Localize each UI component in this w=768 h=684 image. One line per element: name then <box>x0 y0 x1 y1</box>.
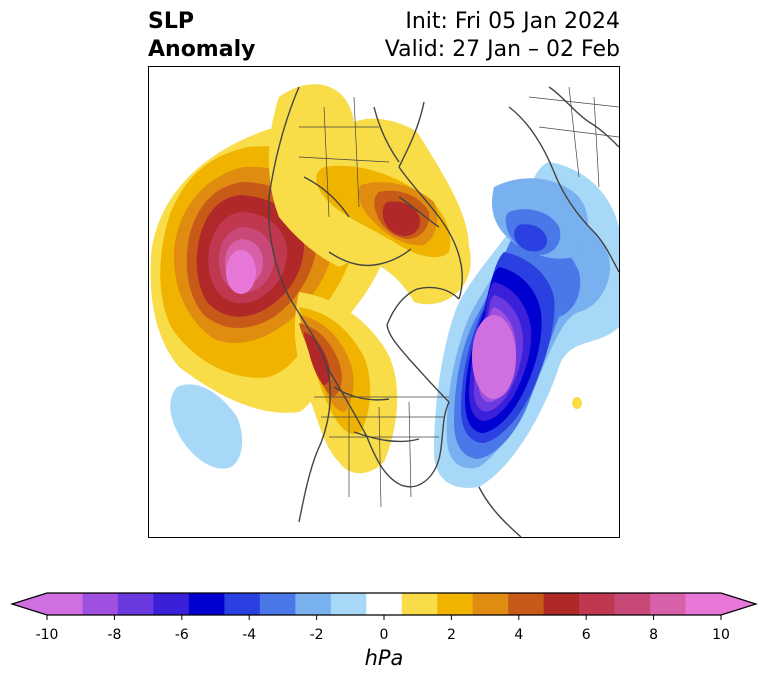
init-date: Init: Fri 05 Jan 2024 <box>405 9 620 34</box>
forecast-dates: Init: Fri 05 Jan 2024 Valid: 27 Jan – 02… <box>385 8 620 64</box>
colorbar-segment <box>543 593 580 615</box>
map-panel <box>148 66 620 538</box>
colorbar-tick-label: 6 <box>582 627 591 643</box>
colorbar-segment <box>579 593 616 615</box>
colorbar-tick-label: -10 <box>36 627 59 643</box>
colorbar-tick-label: 0 <box>380 627 389 643</box>
colorbar-tick-label: -8 <box>107 627 121 643</box>
colorbar-segment <box>188 593 225 615</box>
low-subtropical-pacific <box>170 384 243 469</box>
colorbar-segment <box>650 593 687 615</box>
colorbar-tick-label: -4 <box>242 627 256 643</box>
valid-range: Valid: 27 Jan – 02 Feb <box>384 37 620 62</box>
low-northern-europe <box>491 178 589 259</box>
map-title: SLP Anomaly <box>148 8 255 64</box>
colorbar-segment <box>685 593 722 615</box>
colorbar-tick-label: -2 <box>310 627 324 643</box>
colorbar-segment <box>259 593 296 615</box>
colorbar-segment <box>153 593 190 615</box>
colorbar-ticks: -10 -8 -6 -4 -2 0 2 4 6 8 10 <box>36 615 730 643</box>
colorbar-segment <box>614 593 651 615</box>
colorbar-segment <box>330 593 367 615</box>
colorbar-segment <box>295 593 332 615</box>
colorbar-segment <box>401 593 438 615</box>
colorbar-tick-label: 2 <box>447 627 456 643</box>
colorbar-segment <box>472 593 509 615</box>
colorbar-tick-label: -6 <box>175 627 189 643</box>
high-small-patch <box>572 397 582 409</box>
title-variable: SLP <box>148 9 194 34</box>
colorbar-segment <box>224 593 261 615</box>
colorbar-segment <box>437 593 474 615</box>
anomaly-map <box>149 67 619 537</box>
colorbar-tick-label: 4 <box>514 627 523 643</box>
colorbar-tick-label: 8 <box>649 627 658 643</box>
title-quantity: Anomaly <box>148 37 256 62</box>
colorbar-unit-label: hPa <box>364 646 404 670</box>
colorbar-extend-low <box>12 593 47 615</box>
colorbar-segment <box>47 593 84 615</box>
political-borders <box>298 86 619 508</box>
colorbar: -10 -8 -6 -4 -2 0 2 4 6 8 10 <box>9 592 759 643</box>
high-eastern-siberia-arctic <box>268 84 471 305</box>
colorbar-extend-high <box>721 593 756 615</box>
colorbar-segment <box>117 593 155 615</box>
colorbar-segments <box>47 593 722 615</box>
coastlines <box>267 86 619 537</box>
colorbar-tick-label: 10 <box>712 627 730 643</box>
colorbar-segment <box>508 593 545 615</box>
high-western-canada-west-us <box>294 292 398 474</box>
colorbar-segment <box>366 593 403 615</box>
colorbar-segment <box>82 593 119 615</box>
